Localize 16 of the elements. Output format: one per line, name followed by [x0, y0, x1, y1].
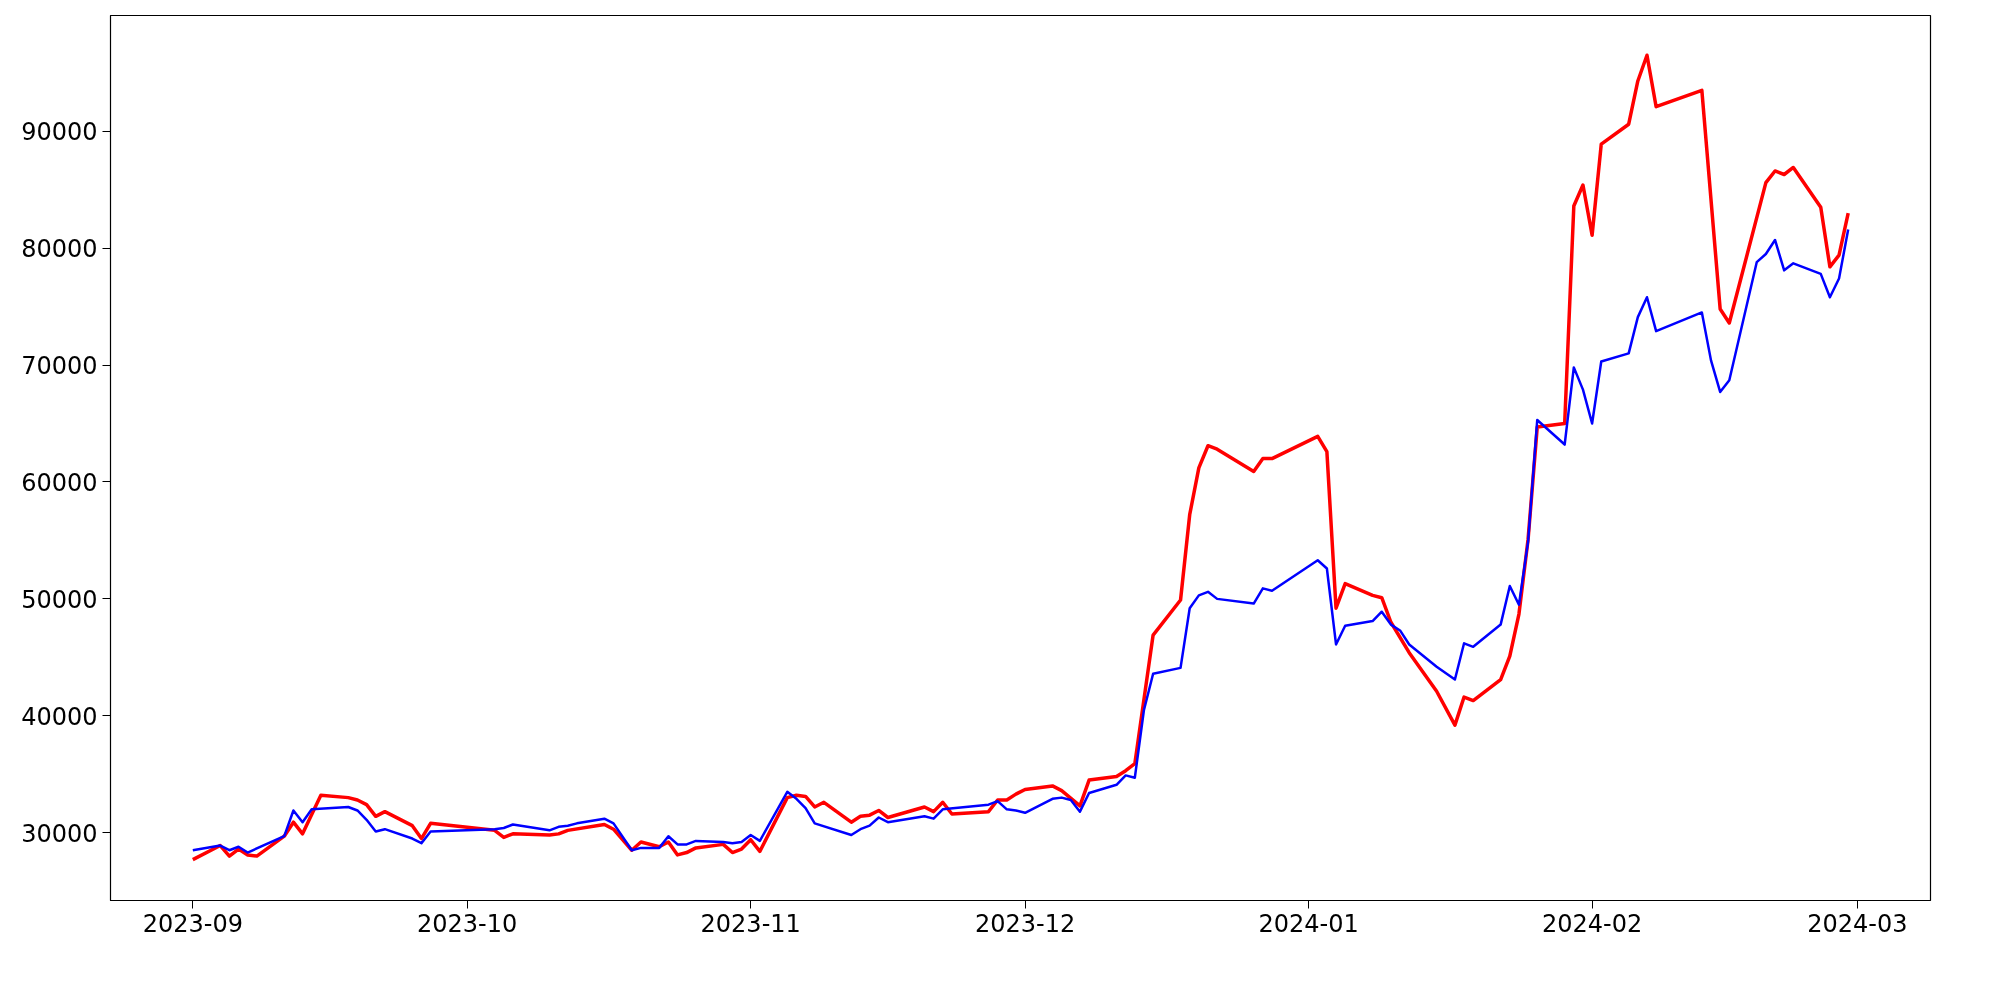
line-series [191, 228, 1850, 854]
line-series [191, 53, 1850, 862]
x-tick-label: 2024-01 [1258, 909, 1359, 938]
x-tick-label: 2023-12 [974, 909, 1076, 938]
y-tick-label: 40000 [21, 702, 98, 731]
y-tick-label: 50000 [21, 585, 98, 614]
y-tick-label: 60000 [21, 468, 98, 497]
y-tick-label: 90000 [21, 118, 98, 147]
y-tick-label: 70000 [21, 352, 98, 381]
x-tick-label: 2024-02 [1541, 909, 1643, 938]
y-tick-label: 30000 [21, 819, 98, 848]
x-tick-label: 2024-03 [1807, 909, 1908, 938]
x-tick-label: 2023-09 [142, 909, 243, 938]
y-tick-label: 80000 [21, 235, 98, 264]
x-tick-label: 2023-10 [417, 909, 518, 938]
x-tick-label: 2023-11 [700, 909, 801, 938]
